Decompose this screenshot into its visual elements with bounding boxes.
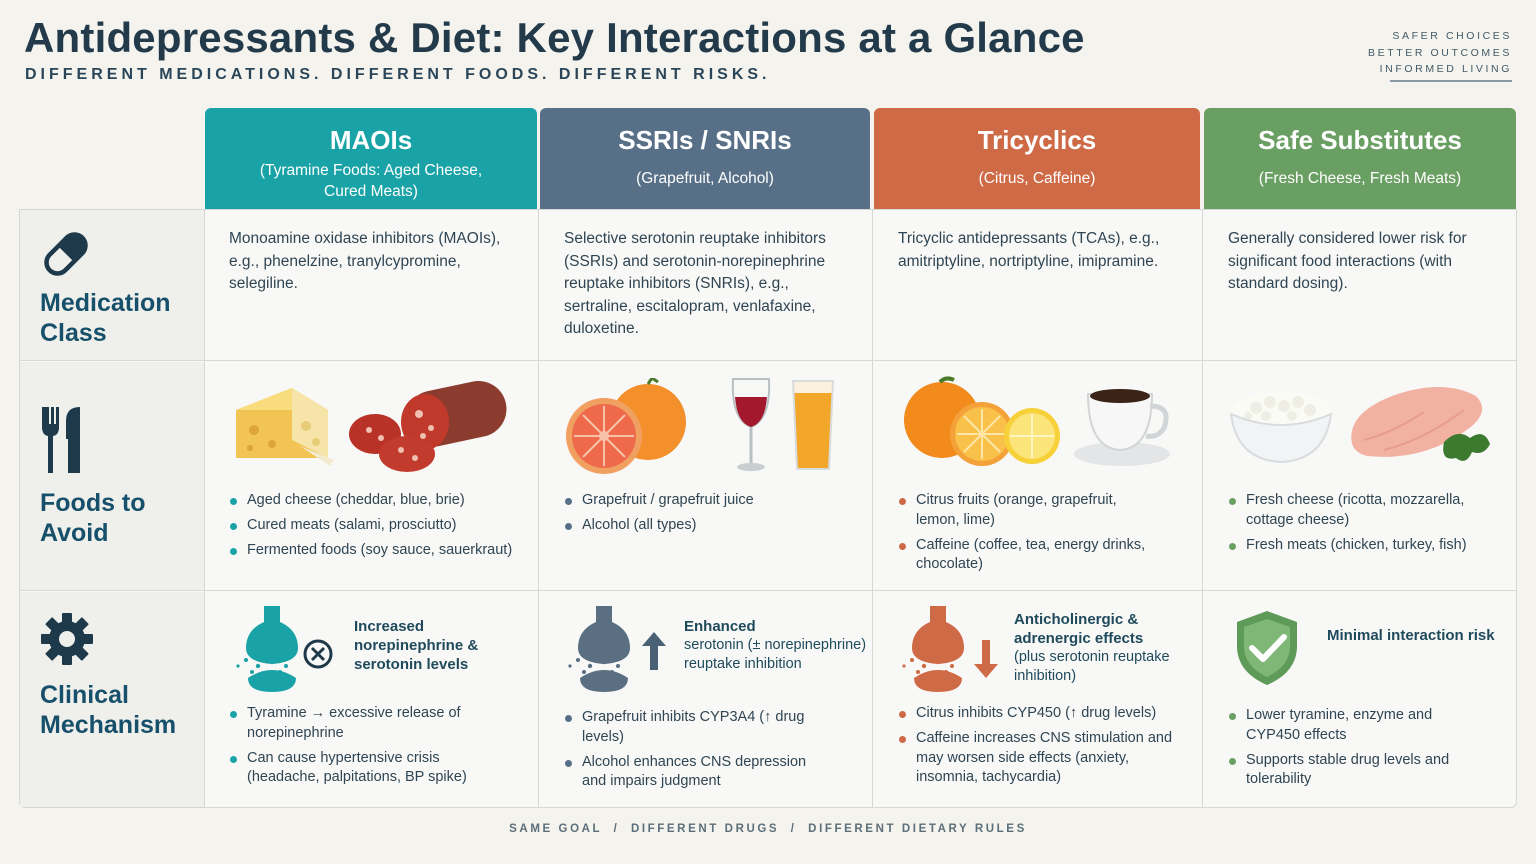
- list-item: Grapefruit / grapefruit juice: [564, 491, 854, 511]
- list-item: Alcohol (all types): [564, 516, 854, 536]
- list-item: Caffeine (coffee, tea, energy drinks, ch…: [898, 536, 1160, 575]
- column-header-maoi: MAOIs (Tyramine Foods: Aged Cheese, Cure…: [205, 108, 537, 209]
- mechanism-title-ssri: Enhanced serotonin (± norepinephrine) re…: [684, 617, 869, 674]
- foods-list-maoi: Aged cheese (cheddar, blue, brie) Cured …: [229, 491, 529, 566]
- synapse-up-icon: [568, 606, 666, 692]
- list-item: Aged cheese (cheddar, blue, brie): [229, 491, 529, 511]
- list-item: Tyramine → excessive release of norepine…: [229, 704, 499, 743]
- description-ssri: Selective serotonin reuptake inhibitors …: [564, 230, 826, 337]
- column-header-safe: Safe Substitutes (Fresh Cheese, Fresh Me…: [1204, 108, 1516, 209]
- pill-icon: [44, 232, 88, 276]
- synapse-blocked-icon: [236, 606, 333, 692]
- tagline-rule: [1390, 80, 1512, 82]
- description-tricyclics: Tricyclic antidepressants (TCAs), e.g., …: [898, 230, 1160, 270]
- list-item: Fresh meats (chicken, turkey, fish): [1228, 536, 1493, 556]
- column-divider: [1202, 209, 1203, 808]
- row-divider: [19, 590, 1517, 591]
- fork-knife-icon: [42, 407, 80, 473]
- alcohol-icon: [731, 378, 835, 471]
- mechanism-title-maoi: Increased norepinephrine & serotonin lev…: [354, 618, 479, 673]
- mechanism-title-detail: (plus serotonin reuptake inhibition): [1014, 649, 1170, 684]
- tagline: SAFER CHOICES BETTER OUTCOMES INFORMED L…: [1312, 28, 1512, 78]
- synapse-down-icon: [902, 606, 998, 692]
- footer-caption: SAME GOAL / DIFFERENT DRUGS / DIFFERENT …: [509, 823, 1027, 835]
- tagline-line: SAFER CHOICES: [1392, 30, 1512, 42]
- mechanism-title-safe: Minimal interaction risk: [1327, 627, 1495, 644]
- column-divider: [538, 209, 539, 808]
- column-title: SSRIs / SNRIs: [618, 125, 792, 155]
- row-divider: [19, 360, 1517, 361]
- row-label-medication-class: Medication Class: [40, 289, 171, 347]
- foods-list-tricyclics: Citrus fruits (orange, grapefruit, lemon…: [898, 491, 1160, 580]
- column-subtitle: (Grapefruit, Alcohol): [636, 170, 774, 187]
- column-divider: [872, 209, 873, 808]
- mechanism-title-detail: serotonin (± norepinephrine) reuptake in…: [684, 637, 867, 672]
- list-item: Supports stable drug levels and tolerabi…: [1228, 751, 1458, 790]
- mechanism-title-main: Anticholinergic & adrenergic effects: [1014, 611, 1144, 647]
- mechanism-list-ssri: Grapefruit inhibits CYP3A4 (↑ drug level…: [564, 708, 834, 797]
- list-item: Caffeine increases CNS stimulation and m…: [898, 729, 1178, 788]
- list-item: Fresh cheese (ricotta, mozzarella, cotta…: [1228, 491, 1493, 530]
- fresh-cheese-icon: [1229, 392, 1333, 464]
- column-header-tricyclics: Tricyclics (Citrus, Caffeine): [874, 108, 1200, 209]
- description-maoi: Monoamine oxidase inhibitors (MAOIs), e.…: [229, 230, 501, 292]
- column-subtitle: (Fresh Cheese, Fresh Meats): [1258, 170, 1462, 187]
- row-label-foods-to-avoid: Foods to Avoid: [40, 489, 146, 547]
- mechanism-title-main: Enhanced: [684, 618, 756, 635]
- foods-list-safe: Fresh cheese (ricotta, mozzarella, cotta…: [1228, 491, 1493, 561]
- list-item: Can cause hypertensive crisis (headache,…: [229, 749, 499, 788]
- column-header-ssri: SSRIs / SNRIs (Grapefruit, Alcohol): [540, 108, 870, 209]
- list-item: Grapefruit inhibits CYP3A4 (↑ drug level…: [564, 708, 834, 747]
- column-divider: [204, 209, 205, 808]
- mechanism-title-tricyclics: Anticholinergic & adrenergic effects (pl…: [1014, 610, 1194, 686]
- grapefruit-icon: [566, 378, 686, 474]
- row-label-clinical-mechanism: Clinical Mechanism: [40, 681, 177, 739]
- row-label-bg: [20, 362, 204, 590]
- page-title: Antidepressants & Diet: Key Interactions…: [24, 14, 1085, 61]
- mechanism-list-maoi: Tyramine → excessive release of norepine…: [229, 704, 499, 793]
- list-item: Cured meats (salami, prosciutto): [229, 516, 529, 536]
- gear-icon: [41, 613, 93, 665]
- description-safe: Generally considered lower risk for sign…: [1228, 230, 1467, 292]
- aged-cheese-icon: [236, 388, 334, 466]
- column-title: Safe Substitutes: [1258, 125, 1462, 155]
- cured-meats-icon: [349, 381, 507, 472]
- tagline-line: BETTER OUTCOMES: [1367, 46, 1512, 59]
- list-item: Citrus inhibits CYP450 (↑ drug levels): [898, 704, 1178, 724]
- fresh-meats-icon: [1351, 387, 1490, 461]
- column-title: Tricyclics: [977, 125, 1097, 155]
- mechanism-list-tricyclics: Citrus inhibits CYP450 (↑ drug levels) C…: [898, 704, 1178, 793]
- list-item: Fermented foods (soy sauce, sauerkraut): [229, 541, 529, 561]
- row-label-bg: [20, 210, 204, 360]
- interaction-table: [19, 209, 1517, 808]
- foods-list-ssri: Grapefruit / grapefruit juice Alcohol (a…: [564, 491, 854, 541]
- list-item: Citrus fruits (orange, grapefruit, lemon…: [898, 491, 1160, 530]
- coffee-icon: [1074, 389, 1170, 466]
- mechanism-list-safe: Lower tyramine, enzyme and CYP450 effect…: [1228, 706, 1458, 795]
- list-item: Alcohol enhances CNS depression and impa…: [564, 753, 834, 792]
- tagline-line: INFORMED LIVING: [1379, 63, 1512, 75]
- column-subtitle: (Citrus, Caffeine): [978, 170, 1096, 187]
- list-item: Lower tyramine, enzyme and CYP450 effect…: [1228, 706, 1458, 745]
- page-subtitle: DIFFERENT MEDICATIONS. DIFFERENT FOODS. …: [25, 66, 771, 83]
- shield-check-icon: [1237, 611, 1297, 685]
- column-subtitle: (Tyramine Foods: Aged Cheese, Cured Meat…: [259, 162, 483, 200]
- column-title: MAOIs: [329, 125, 413, 155]
- citrus-icon: [904, 376, 1060, 466]
